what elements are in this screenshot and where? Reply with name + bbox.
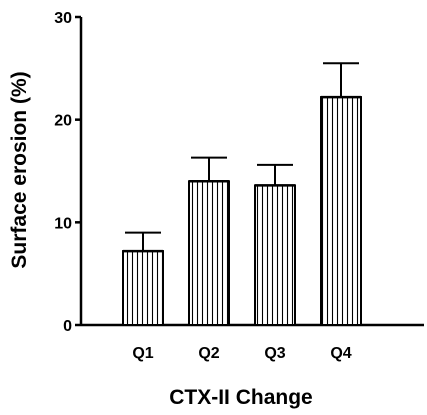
bar (320, 96, 362, 326)
x-tick-label: Q2 (198, 345, 219, 362)
x-tick-label: Q3 (264, 345, 285, 362)
bar (122, 250, 164, 326)
y-tick-label: 30 (54, 10, 72, 27)
y-axis-title: Surface erosion (%) (8, 71, 31, 268)
x-tick-label: Q4 (330, 345, 351, 362)
y-tick-label: 0 (63, 318, 72, 335)
plot-area: 0 10 20 30 Q1 Q2 Q3 Q4 (54, 10, 424, 362)
x-axis-title: CTX-II Change (169, 386, 313, 409)
bar (254, 184, 296, 326)
y-tick-label: 10 (54, 215, 72, 232)
y-tick-label: 20 (54, 113, 72, 130)
x-tick-label: Q1 (132, 345, 153, 362)
bar (188, 180, 230, 326)
